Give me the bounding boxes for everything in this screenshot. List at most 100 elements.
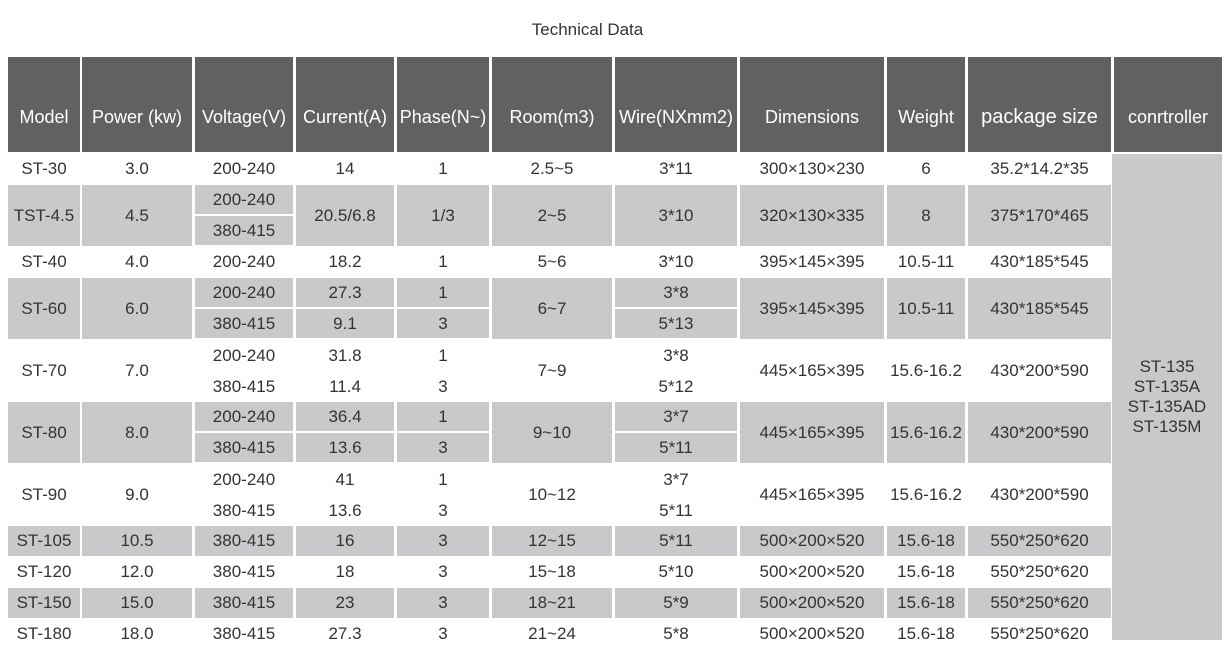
table-cell: 320×130×335 bbox=[740, 185, 884, 246]
table-cell: 550*250*620 bbox=[990, 624, 1089, 643]
table-cell: ST-120 bbox=[16, 562, 72, 581]
table-cell: 550*250*620 bbox=[968, 588, 1111, 618]
header-cell: Wire(NXmm2) bbox=[615, 57, 737, 152]
header-cell: Voltage(V) bbox=[195, 57, 293, 152]
table-cell: 31.8 bbox=[328, 345, 362, 365]
table-cell: 3.0 bbox=[125, 159, 149, 178]
table-cell: ST-30 bbox=[21, 159, 67, 178]
table-cell: 500×200×520 bbox=[740, 588, 884, 618]
table-cell: 9.0 bbox=[125, 484, 149, 504]
table-cell: 200-240 bbox=[212, 469, 276, 489]
table-cell: 380-415 bbox=[195, 433, 293, 462]
table-cell: 6~7 bbox=[492, 278, 612, 339]
table-cell: 15.6-18 bbox=[887, 526, 965, 556]
table-cell: 380-415 bbox=[195, 309, 293, 338]
table-cell: 2.5~5 bbox=[530, 159, 574, 178]
table-cell: 12.0 bbox=[120, 562, 154, 581]
table-cell: 200-240 bbox=[195, 185, 293, 214]
controller-model: ST-135A bbox=[1133, 377, 1201, 396]
table-cell: 3 bbox=[438, 500, 448, 520]
table-cell: 35.2*14.2*35 bbox=[990, 159, 1089, 178]
table-cell: 3*8 bbox=[663, 345, 689, 365]
table-cell: 1/3 bbox=[397, 185, 489, 246]
table-cell: 3 bbox=[397, 588, 489, 618]
table-cell: 6 bbox=[921, 159, 931, 178]
table-cell: 10.5-11 bbox=[897, 252, 955, 271]
table-cell: 18~21 bbox=[492, 588, 612, 618]
table-cell: 14 bbox=[335, 159, 355, 178]
table-cell: 3 bbox=[397, 433, 489, 462]
table-cell: 380-415 bbox=[195, 526, 293, 556]
header-cell: Room(m3) bbox=[492, 57, 612, 152]
table-cell: 10.5-11 bbox=[887, 278, 965, 339]
table-cell: 500×200×520 bbox=[740, 526, 884, 556]
table-cell: 16 bbox=[296, 526, 394, 556]
table-cell: 3*8 bbox=[615, 278, 737, 307]
table-cell: 2~5 bbox=[492, 185, 612, 246]
table-cell: 550*250*620 bbox=[990, 562, 1089, 581]
table-cell: 3 bbox=[397, 526, 489, 556]
title: Technical Data bbox=[531, 20, 644, 39]
table-cell: 395×145×395 bbox=[740, 278, 884, 339]
table-cell: ST-150 bbox=[8, 588, 80, 618]
table-cell: 1 bbox=[438, 159, 448, 178]
table-cell: 23 bbox=[296, 588, 394, 618]
table-cell: 3*11 bbox=[659, 159, 693, 178]
table-cell: 380-415 bbox=[195, 216, 293, 245]
table-cell: 200-240 bbox=[212, 159, 276, 178]
table-cell: 380-415 bbox=[212, 562, 276, 581]
table-cell: 3*10 bbox=[615, 185, 737, 246]
table-cell: 500×200×520 bbox=[759, 624, 865, 643]
table-cell: 6.0 bbox=[82, 278, 192, 339]
table-cell: 9.1 bbox=[296, 309, 394, 338]
header-cell: Power (kw) bbox=[82, 57, 192, 152]
table-cell: 15.6-16.2 bbox=[887, 402, 965, 463]
table-cell: 200-240 bbox=[212, 345, 276, 365]
table-cell: 430*200*590 bbox=[990, 484, 1089, 504]
table-cell: 10~12 bbox=[528, 484, 576, 504]
table-cell: ST-70 bbox=[21, 360, 67, 380]
controller-cell: ST-135 ST-135A ST-135AD ST-135M bbox=[1112, 154, 1222, 640]
table-cell: 1 bbox=[397, 402, 489, 431]
table-cell: 18.2 bbox=[328, 252, 362, 271]
table-cell: 3*7 bbox=[663, 469, 689, 489]
controller-model: ST-135AD bbox=[1127, 397, 1207, 416]
table-cell: 5~6 bbox=[537, 252, 567, 271]
table-cell: 380-415 bbox=[195, 588, 293, 618]
table-cell: ST-105 bbox=[8, 526, 80, 556]
table-cell: 15~18 bbox=[528, 562, 576, 581]
table-cell: 5*11 bbox=[659, 500, 693, 520]
table-cell: ST-90 bbox=[21, 484, 67, 504]
table-cell: ST-40 bbox=[21, 252, 67, 271]
table-cell: 5*8 bbox=[663, 624, 689, 643]
table-cell: 5*11 bbox=[615, 433, 737, 462]
table-cell: 20.5/6.8 bbox=[296, 185, 394, 246]
table-cell: ST-80 bbox=[8, 402, 80, 463]
table-cell: 380-415 bbox=[212, 376, 276, 396]
table-cell: 5*11 bbox=[615, 526, 737, 556]
table-cell: 7.0 bbox=[125, 360, 149, 380]
table-cell: 430*200*590 bbox=[990, 360, 1089, 380]
table-cell: 7~9 bbox=[537, 360, 567, 380]
table-cell: 3*10 bbox=[658, 252, 694, 271]
table-cell: ST-60 bbox=[8, 278, 80, 339]
table-cell: 3 bbox=[438, 376, 448, 396]
table-cell: 550*250*620 bbox=[968, 526, 1111, 556]
table-cell: 3 bbox=[397, 309, 489, 338]
table-cell: 300×130×230 bbox=[759, 159, 865, 178]
table-cell: 15.6-18 bbox=[897, 624, 955, 643]
header-cell: Current(A) bbox=[296, 57, 394, 152]
table-cell: 15.6-16.2 bbox=[890, 484, 962, 504]
table-cell: 200-240 bbox=[212, 252, 276, 271]
table-cell: 15.6-18 bbox=[887, 588, 965, 618]
table-cell: 10.5 bbox=[82, 526, 192, 556]
table-cell: 3 bbox=[438, 562, 448, 581]
header-cell: Dimensions bbox=[740, 57, 884, 152]
table-cell: 380-415 bbox=[212, 500, 276, 520]
table-cell: 430*185*545 bbox=[990, 252, 1089, 271]
table-cell: 27.3 bbox=[296, 278, 394, 307]
table-cell: 430*200*590 bbox=[968, 402, 1111, 463]
controller-model: ST-135 bbox=[1139, 357, 1195, 376]
table-cell: 13.6 bbox=[296, 433, 394, 462]
table-cell: 3*7 bbox=[615, 402, 737, 431]
